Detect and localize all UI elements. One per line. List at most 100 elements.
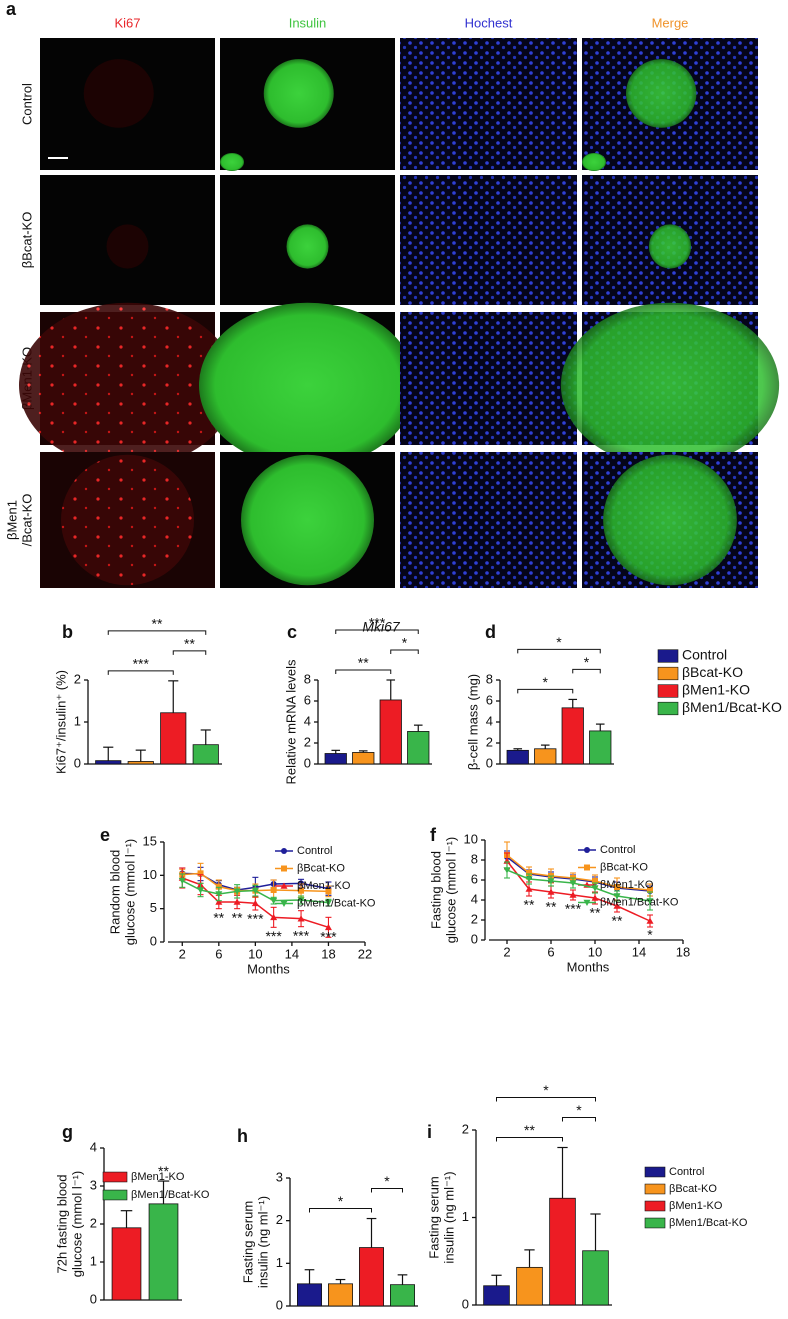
significance-label: ***	[265, 928, 282, 944]
micrograph	[40, 175, 215, 305]
bar	[160, 712, 187, 765]
y-tick-label: 4	[304, 713, 311, 728]
significance-bracket	[572, 668, 601, 674]
significance-label: **	[152, 616, 163, 632]
bar	[506, 749, 529, 765]
panel-label: e	[100, 825, 110, 845]
legend-swatch	[657, 701, 679, 716]
islet	[241, 454, 374, 586]
x-tick-label: 22	[358, 946, 372, 961]
marker	[270, 887, 277, 893]
significance-label: *	[338, 1193, 344, 1209]
marker	[215, 883, 222, 890]
legend-marker	[281, 865, 287, 872]
marker	[233, 888, 241, 895]
marker	[647, 887, 653, 893]
y-tick-label: 0	[462, 1296, 469, 1311]
y-tick-label: 6	[304, 692, 311, 707]
marker	[178, 877, 186, 885]
y-axis-label: glucose (mmol l⁻¹)	[443, 837, 458, 944]
significance-bracket	[496, 1097, 596, 1102]
marker	[197, 870, 204, 877]
bar	[390, 1284, 415, 1307]
significance-bracket	[390, 649, 419, 654]
marker	[298, 880, 305, 887]
x-tick-label: 10	[248, 946, 262, 961]
bar	[534, 748, 557, 765]
y-tick-label: 15	[143, 833, 157, 848]
significance-label: *	[384, 1173, 390, 1189]
bar	[379, 699, 402, 765]
legend-swatch	[657, 666, 679, 681]
significance-label: ***	[133, 656, 150, 672]
islet	[263, 59, 334, 128]
bar	[111, 1227, 142, 1301]
bar	[407, 731, 430, 765]
marker	[591, 885, 599, 892]
islet	[199, 302, 416, 468]
row-label: Control	[19, 83, 34, 125]
y-axis-label: 72h fasting blood	[54, 1174, 69, 1273]
significance-bracket	[371, 1188, 403, 1193]
marker	[525, 876, 533, 883]
islet	[603, 454, 737, 586]
legend-label: βMen1-KO	[600, 879, 654, 891]
significance-bracket	[335, 629, 419, 634]
bar	[582, 1250, 609, 1306]
marker	[233, 898, 241, 905]
legend-label: Control	[600, 844, 635, 856]
legend-swatch	[657, 649, 679, 663]
y-axis-label: Fasting blood	[428, 851, 443, 929]
legend-label: βMen1-KO	[669, 1200, 723, 1212]
bar	[148, 1203, 179, 1301]
y-tick-label: 2	[304, 734, 311, 749]
micrograph	[400, 175, 577, 305]
significance-label: ***	[320, 929, 337, 945]
y-tick-label: 0	[150, 933, 157, 948]
legend-marker	[584, 864, 590, 871]
y-tick-label: 6	[471, 871, 478, 886]
bar	[192, 744, 219, 765]
islet	[626, 59, 697, 128]
significance-label: **	[158, 1163, 169, 1179]
legend-swatch	[644, 1166, 666, 1178]
marker	[270, 913, 278, 921]
column-label: Insulin	[289, 15, 327, 30]
legend-label: βMen1/Bcat-KO	[131, 1189, 210, 1201]
y-tick-label: 0	[276, 1297, 283, 1312]
micrograph	[40, 38, 215, 170]
legend-label: βMen1-KO	[131, 1171, 185, 1183]
micrograph	[19, 302, 236, 468]
micrograph	[220, 38, 395, 171]
significance-label: **	[546, 899, 557, 915]
islet	[560, 302, 780, 468]
y-tick-label: 8	[304, 671, 311, 686]
marker	[547, 878, 555, 885]
y-tick-label: 8	[486, 671, 493, 686]
marker	[569, 880, 577, 887]
bar	[483, 1285, 510, 1306]
y-tick-label: 1	[276, 1255, 283, 1270]
legend-label: βMen1-KO	[297, 880, 351, 892]
marker	[591, 894, 599, 901]
significance-bracket	[496, 1137, 563, 1142]
y-axis-label: glucose (mmol l⁻¹)	[69, 1171, 84, 1278]
islet	[648, 224, 692, 269]
significance-bracket	[335, 669, 392, 674]
y-tick-label: 0	[471, 931, 478, 946]
y-tick-label: 0	[74, 755, 81, 770]
panel-label: c	[287, 622, 297, 642]
micrograph	[582, 175, 758, 305]
x-axis-label: Months	[247, 961, 290, 976]
significance-label: *	[543, 674, 549, 690]
significance-bracket	[517, 648, 601, 654]
significance-bracket	[172, 650, 207, 655]
legend-label: βMen1/Bcat-KO	[669, 1217, 748, 1229]
legend-label: βMen1-KO	[682, 682, 750, 698]
y-tick-label: 8	[471, 851, 478, 866]
significance-label: **	[524, 1122, 535, 1138]
significance-label: **	[213, 909, 224, 925]
bar	[589, 730, 612, 765]
y-tick-label: 6	[486, 692, 493, 707]
significance-label: ***	[293, 927, 310, 943]
